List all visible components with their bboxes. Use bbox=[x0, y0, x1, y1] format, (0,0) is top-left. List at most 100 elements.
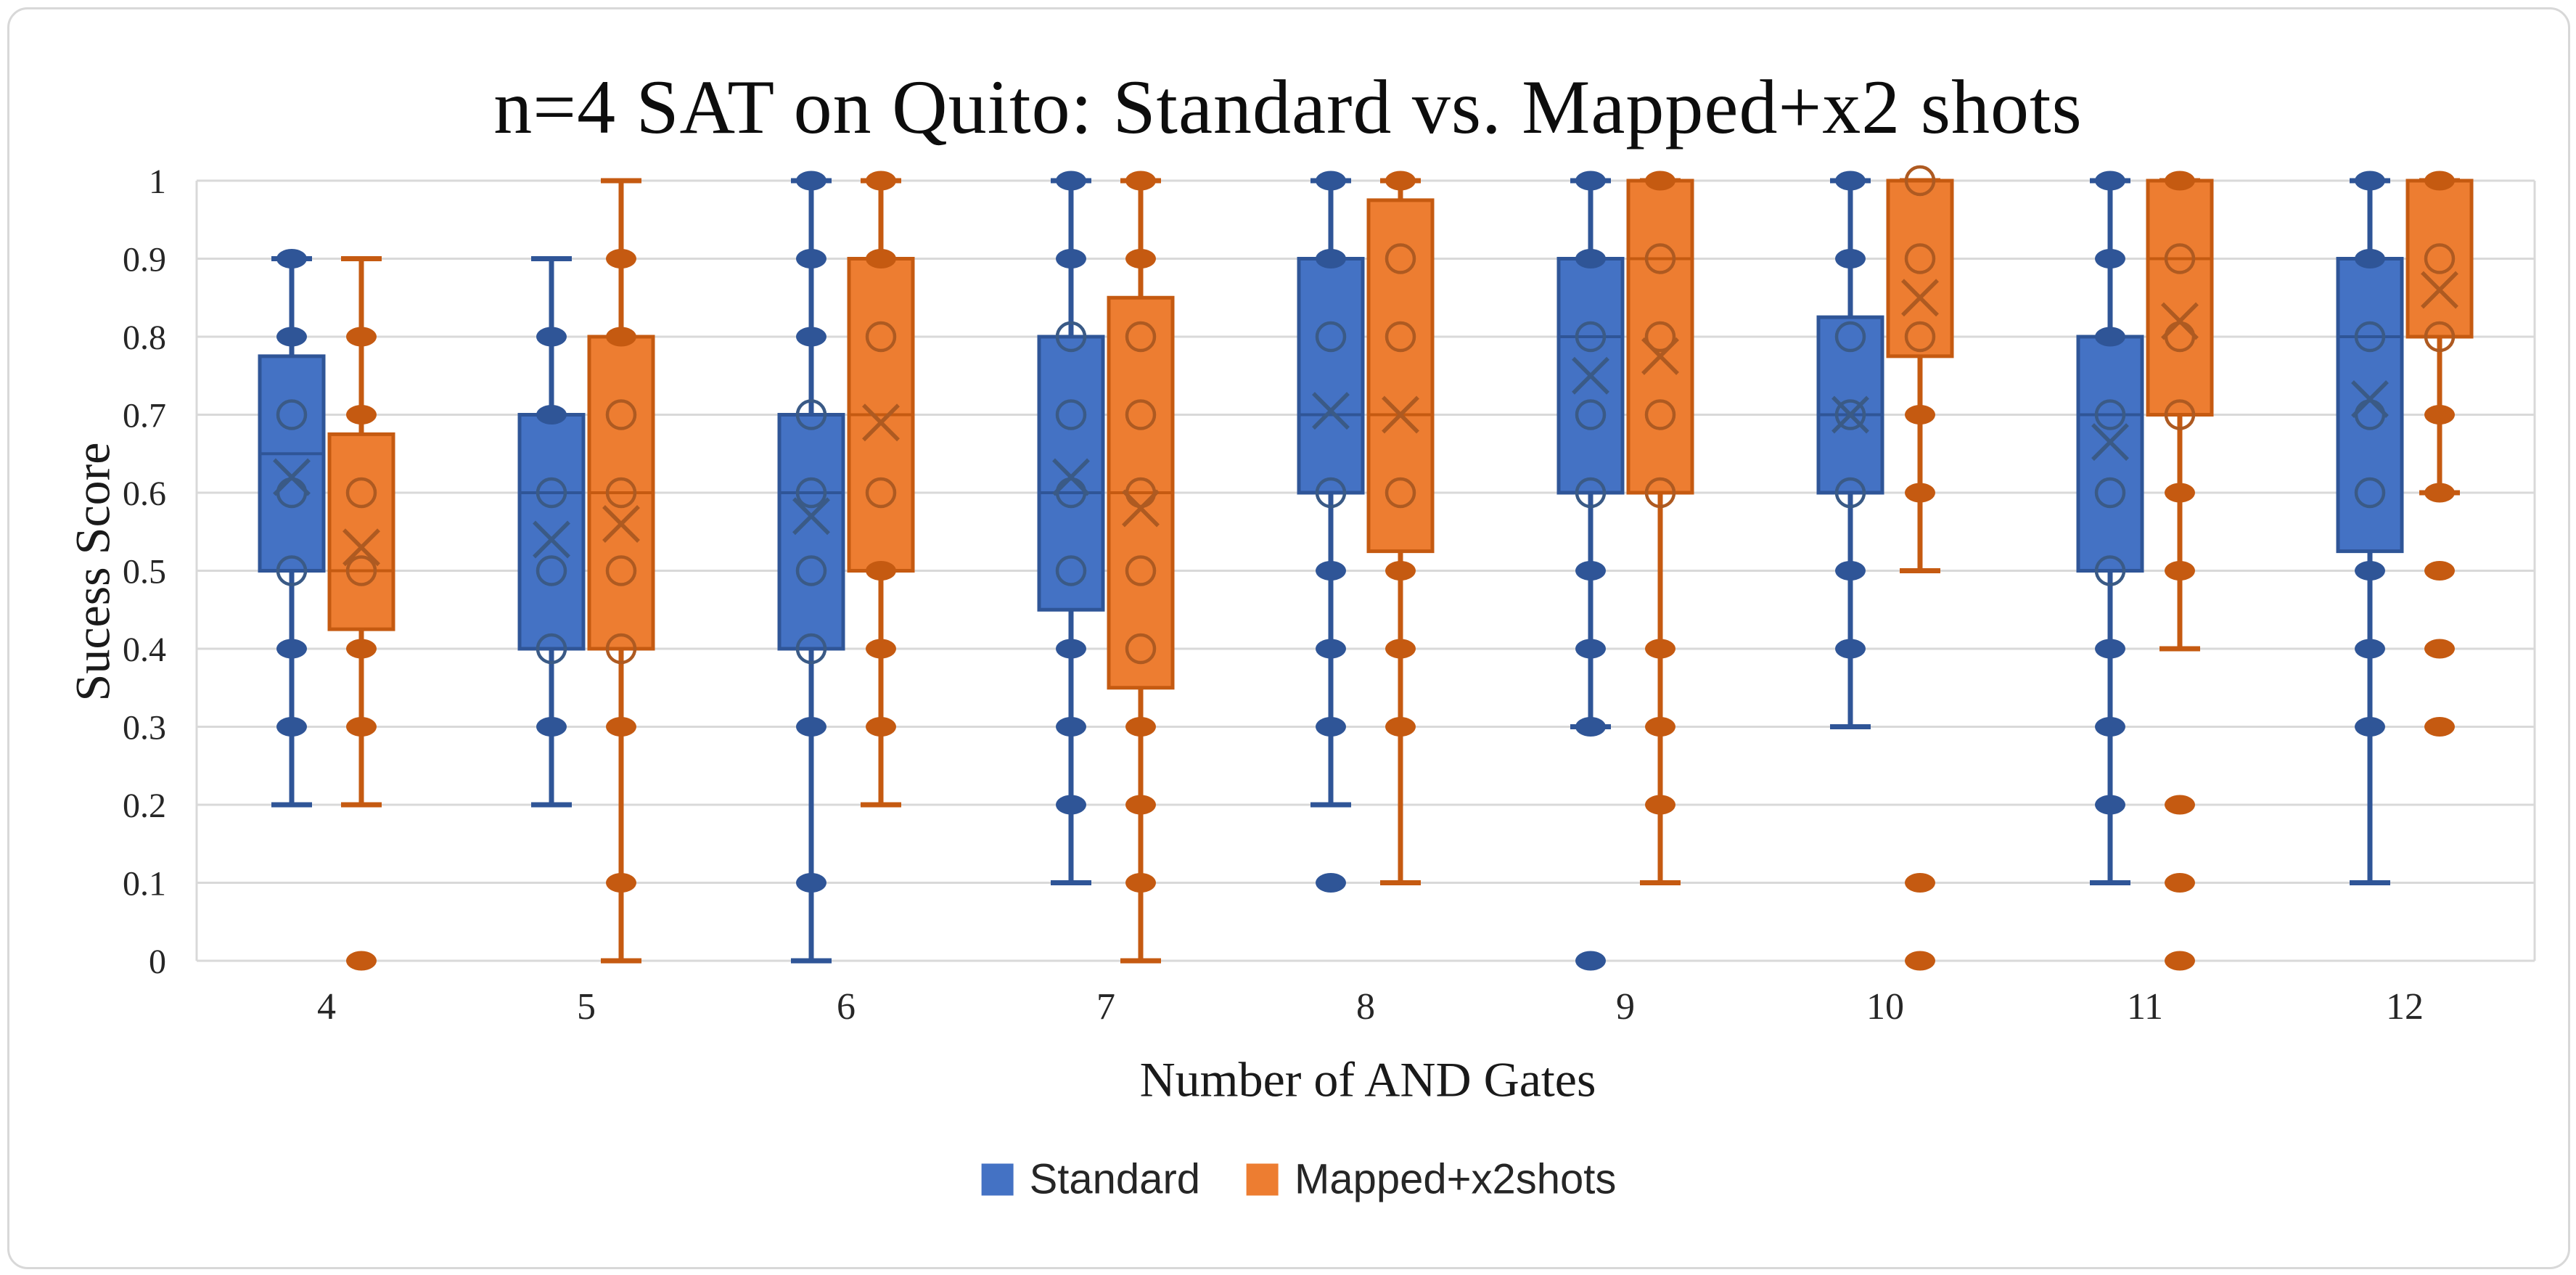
outlier-mapped-x2shots-4 bbox=[346, 951, 377, 971]
point-dot-mapped-x2shots-5 bbox=[606, 717, 636, 737]
point-dot-mapped-x2shots-6 bbox=[866, 717, 896, 737]
point-circle-standard-7 bbox=[1055, 399, 1087, 430]
x-tick-label: 4 bbox=[317, 986, 336, 1028]
point-circle-standard-4 bbox=[276, 399, 308, 430]
point-dot-mapped-x2shots-4 bbox=[346, 327, 377, 347]
point-circle-mapped-x2shots-11 bbox=[2164, 243, 2196, 274]
point-dot-mapped-x2shots-8 bbox=[1385, 171, 1416, 191]
point-dot-standard-8 bbox=[1316, 561, 1346, 581]
point-dot-standard-7 bbox=[1056, 717, 1086, 737]
x-tick-label: 7 bbox=[1096, 986, 1115, 1028]
y-tick-label: 1 bbox=[149, 163, 166, 201]
y-tick-label: 0.8 bbox=[123, 319, 166, 357]
point-dot-standard-6 bbox=[796, 873, 826, 893]
point-circle-standard-6 bbox=[795, 399, 827, 430]
point-dot-standard-11 bbox=[2095, 795, 2125, 815]
point-dot-mapped-x2shots-4 bbox=[346, 639, 377, 659]
point-circle-mapped-x2shots-10 bbox=[1904, 243, 1936, 274]
point-circle-mapped-x2shots-12 bbox=[2424, 321, 2456, 353]
box-standard-7 bbox=[1037, 335, 1105, 612]
point-circle-mapped-x2shots-8 bbox=[1385, 243, 1416, 274]
outlier-mapped-x2shots-12 bbox=[2424, 639, 2455, 659]
point-dot-mapped-x2shots-7 bbox=[1125, 249, 1156, 268]
point-dot-standard-4 bbox=[276, 327, 307, 347]
point-dot-standard-4 bbox=[276, 717, 307, 737]
point-dot-mapped-x2shots-9 bbox=[1645, 639, 1675, 659]
point-dot-mapped-x2shots-5 bbox=[606, 327, 636, 347]
point-circle-mapped-x2shots-6 bbox=[865, 477, 897, 509]
mean-x-standard-5 bbox=[533, 520, 570, 559]
point-circle-standard-6 bbox=[795, 555, 827, 586]
point-circle-standard-12 bbox=[2354, 321, 2386, 353]
point-circle-standard-9 bbox=[1575, 399, 1607, 430]
point-dot-standard-5 bbox=[536, 327, 567, 347]
point-circle-standard-10 bbox=[1834, 399, 1866, 430]
point-dot-standard-12 bbox=[2355, 561, 2385, 581]
y-tick-label: 0.7 bbox=[123, 397, 166, 435]
point-dot-standard-12 bbox=[2355, 717, 2385, 737]
point-dot-mapped-x2shots-12 bbox=[2424, 483, 2455, 503]
point-dot-standard-7 bbox=[1056, 171, 1086, 191]
point-circle-standard-5 bbox=[536, 477, 567, 509]
point-circle-mapped-x2shots-7 bbox=[1125, 633, 1157, 665]
point-dot-standard-6 bbox=[796, 327, 826, 347]
point-dot-standard-6 bbox=[796, 249, 826, 268]
point-circle-standard-7 bbox=[1055, 555, 1087, 586]
point-circle-mapped-x2shots-12 bbox=[2424, 243, 2456, 274]
box-standard-10 bbox=[1816, 315, 1884, 495]
mean-x-mapped-x2shots-10 bbox=[1901, 279, 1939, 317]
outlier-standard-8 bbox=[1316, 873, 1346, 893]
point-dot-standard-8 bbox=[1316, 171, 1346, 191]
point-circle-mapped-x2shots-9 bbox=[1644, 399, 1676, 430]
mean-x-standard-6 bbox=[792, 497, 830, 536]
point-dot-mapped-x2shots-9 bbox=[1645, 171, 1675, 191]
x-tick-label: 6 bbox=[837, 986, 856, 1028]
point-circle-mapped-x2shots-5 bbox=[605, 633, 637, 665]
chart-frame bbox=[7, 7, 2570, 1269]
mean-x-mapped-x2shots-8 bbox=[1382, 395, 1419, 434]
box-standard-5 bbox=[517, 413, 586, 651]
point-dot-mapped-x2shots-6 bbox=[866, 171, 896, 191]
point-circle-standard-6 bbox=[795, 633, 827, 665]
point-circle-standard-9 bbox=[1575, 477, 1607, 509]
legend-item-mapped[interactable]: Mapped+x2shots bbox=[1247, 1155, 1616, 1204]
legend-label-standard: Standard bbox=[1029, 1155, 1201, 1203]
y-tick-label: 0.6 bbox=[123, 475, 166, 513]
outlier-mapped-x2shots-12 bbox=[2424, 717, 2455, 737]
point-circle-mapped-x2shots-7 bbox=[1125, 555, 1157, 586]
legend: Standard Mapped+x2shots bbox=[981, 1155, 1616, 1204]
mean-x-mapped-x2shots-12 bbox=[2421, 271, 2458, 309]
point-dot-mapped-x2shots-5 bbox=[606, 249, 636, 268]
mean-x-standard-11 bbox=[2091, 423, 2129, 462]
point-circle-standard-11 bbox=[2094, 555, 2126, 586]
mean-x-standard-4 bbox=[273, 458, 311, 496]
chart-title: n=4 SAT on Quito: Standard vs. Mapped+x2… bbox=[493, 65, 2083, 149]
point-dot-standard-9 bbox=[1575, 561, 1606, 581]
x-tick-label: 9 bbox=[1616, 986, 1635, 1028]
point-dot-standard-11 bbox=[2095, 171, 2125, 191]
box-standard-11 bbox=[2076, 335, 2144, 573]
y-tick-label: 0.1 bbox=[123, 865, 166, 903]
point-circle-mapped-x2shots-5 bbox=[605, 477, 637, 509]
point-circle-standard-7 bbox=[1055, 321, 1087, 353]
y-tick-label: 0.3 bbox=[123, 709, 166, 747]
legend-item-standard[interactable]: Standard bbox=[981, 1155, 1201, 1204]
point-circle-standard-12 bbox=[2354, 477, 2386, 509]
y-tick-label: 0.9 bbox=[123, 241, 166, 279]
point-circle-mapped-x2shots-8 bbox=[1385, 477, 1416, 509]
point-dot-standard-4 bbox=[276, 249, 307, 268]
point-dot-standard-9 bbox=[1575, 717, 1606, 737]
mean-x-standard-10 bbox=[1831, 395, 1869, 434]
x-tick-label: 5 bbox=[577, 986, 596, 1028]
box-mapped-x2shots-12 bbox=[2405, 179, 2474, 339]
point-dot-standard-8 bbox=[1316, 249, 1346, 268]
point-dot-standard-6 bbox=[796, 171, 826, 191]
point-dot-mapped-x2shots-4 bbox=[346, 717, 377, 737]
point-dot-standard-6 bbox=[796, 717, 826, 737]
point-dot-mapped-x2shots-6 bbox=[866, 639, 896, 659]
point-circle-standard-10 bbox=[1834, 477, 1866, 509]
point-circle-standard-11 bbox=[2094, 399, 2126, 430]
x-tick-label: 8 bbox=[1356, 986, 1375, 1028]
point-dot-mapped-x2shots-11 bbox=[2165, 561, 2195, 581]
